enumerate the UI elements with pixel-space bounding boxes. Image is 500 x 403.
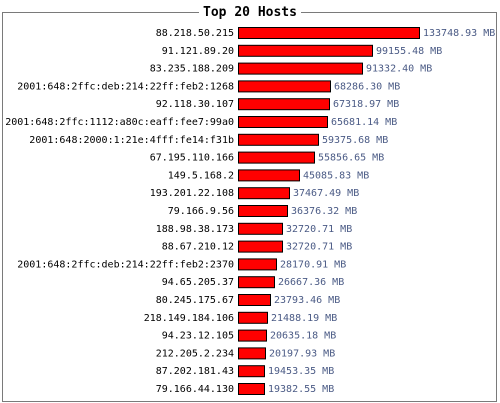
bar (238, 187, 290, 200)
value-label: 32720.71 MB (286, 224, 352, 235)
value-label: 37467.49 MB (293, 188, 359, 199)
host-label: 92.118.30.107 (156, 99, 234, 110)
bar (238, 27, 420, 39)
bar (238, 222, 283, 235)
bar (238, 151, 315, 164)
value-label: 21488.19 MB (271, 313, 337, 324)
value-label: 55856.65 MB (318, 153, 384, 164)
host-label: 212.205.2.234 (156, 348, 234, 359)
value-label: 68286.30 MB (334, 81, 400, 92)
value-label: 45085.83 MB (303, 170, 369, 181)
bar (238, 80, 331, 93)
host-label: 79.166.9.56 (168, 206, 234, 217)
host-label: 94.65.205.37 (162, 277, 234, 288)
bar (238, 98, 330, 111)
value-label: 99155.48 MB (376, 46, 442, 57)
value-label: 19453.35 MB (268, 366, 334, 377)
bar (238, 329, 267, 342)
bar (238, 294, 271, 306)
value-label: 67318.97 MB (333, 99, 399, 110)
value-label: 36376.32 MB (291, 206, 357, 217)
bar (238, 383, 265, 395)
host-label: 2001:648:2000:1:21e:4fff:fe14:f31b (29, 135, 234, 146)
bar (238, 133, 319, 146)
bar (238, 62, 363, 75)
value-label: 23793.46 MB (274, 295, 340, 306)
value-label: 59375.68 MB (322, 135, 388, 146)
bar (238, 116, 328, 128)
host-label: 83.235.188.209 (150, 64, 234, 75)
host-label: 67.195.110.166 (150, 153, 234, 164)
value-label: 20197.93 MB (269, 348, 335, 359)
host-label: 88.218.50.215 (156, 28, 234, 39)
value-label: 19382.55 MB (268, 384, 334, 395)
host-label: 149.5.168.2 (168, 170, 234, 181)
host-label: 218.149.184.106 (144, 313, 234, 324)
host-label: 2001:648:2ffc:deb:214:22ff:feb2:2370 (17, 259, 234, 270)
value-label: 26667.36 MB (278, 277, 344, 288)
bar (238, 205, 288, 217)
bar (238, 365, 265, 378)
host-label: 2001:648:2ffc:deb:214:22ff:feb2:1268 (17, 81, 234, 92)
bar (238, 44, 373, 57)
host-label: 88.67.210.12 (162, 242, 234, 253)
chart-title-wrap: Top 20 Hosts (0, 5, 500, 21)
bar (238, 276, 275, 289)
value-label: 133748.93 MB (423, 28, 495, 39)
host-label: 91.121.89.20 (162, 46, 234, 57)
bar (238, 347, 266, 360)
host-label: 2001:648:2ffc:1112:a80c:eaff:fee7:99a0 (5, 117, 234, 128)
value-label: 91332.40 MB (366, 64, 432, 75)
value-label: 20635.18 MB (270, 331, 336, 342)
chart-title: Top 20 Hosts (199, 5, 301, 20)
host-label: 193.201.22.108 (150, 188, 234, 199)
bar (238, 169, 300, 182)
value-label: 32720.71 MB (286, 242, 352, 253)
host-label: 94.23.12.105 (162, 331, 234, 342)
host-label: 80.245.175.67 (156, 295, 234, 306)
host-label: 87.202.181.43 (156, 366, 234, 377)
bar (238, 258, 277, 271)
host-label: 188.98.38.173 (156, 224, 234, 235)
value-label: 28170.91 MB (280, 259, 346, 270)
bar (238, 311, 268, 324)
bar (238, 240, 283, 253)
value-label: 65681.14 MB (331, 117, 397, 128)
host-label: 79.166.44.130 (156, 384, 234, 395)
